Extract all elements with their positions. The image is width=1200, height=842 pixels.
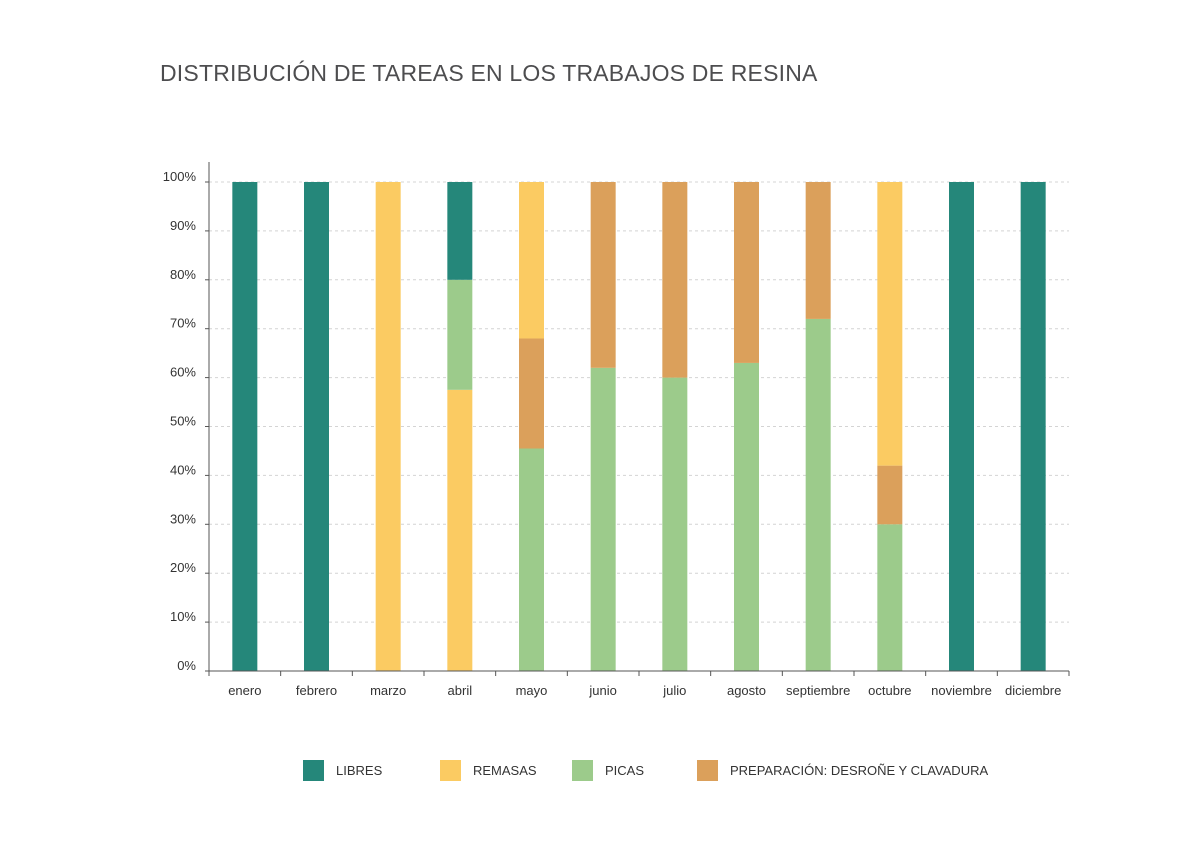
legend-label-preparacion: PREPARACIÓN: DESROÑE Y CLAVADURA: [730, 763, 989, 778]
bar-segment: [805, 318, 831, 671]
bar-segment: [877, 524, 903, 671]
bar-segment: [662, 182, 688, 378]
bar-segment: [949, 182, 974, 671]
bar-segment: [232, 182, 258, 671]
legend-swatch-picas: [572, 760, 593, 781]
x-tick-label: enero: [228, 683, 261, 698]
bars: [232, 182, 1046, 671]
bar-segment: [519, 182, 544, 339]
bar-segment: [734, 182, 759, 363]
bar-segment: [519, 448, 544, 671]
bar-segment: [590, 367, 616, 671]
bar-segment: [1020, 182, 1046, 671]
bar-segment: [590, 182, 616, 368]
x-tick-label: octubre: [868, 683, 911, 698]
y-tick-label: 100%: [163, 169, 197, 184]
bar-segment: [805, 182, 831, 319]
legend-swatch-libres: [303, 760, 324, 781]
legend-item-remasas: REMASAS: [440, 760, 537, 781]
x-tick-label: noviembre: [931, 683, 992, 698]
legend-label-picas: PICAS: [605, 763, 645, 778]
x-tick-label: abril: [448, 683, 473, 698]
y-tick-label: 40%: [170, 462, 196, 477]
legend-swatch-preparacion: [697, 760, 718, 781]
bar-segment: [304, 182, 329, 671]
bar-segment: [734, 362, 759, 671]
axes: [205, 162, 1070, 676]
x-tick-label: junio: [588, 683, 616, 698]
legend: LIBRES REMASAS PICAS PREPARACIÓN: DESROÑ…: [0, 760, 1200, 784]
y-tick-label: 0%: [177, 658, 196, 673]
bar-segment: [447, 389, 473, 671]
bar-segment: [877, 182, 903, 466]
bar-segment: [877, 465, 903, 525]
y-tick-label: 80%: [170, 267, 196, 282]
y-tick-label: 30%: [170, 511, 196, 526]
x-tick-label: agosto: [727, 683, 766, 698]
y-tick-label: 70%: [170, 316, 196, 331]
tick-labels: 0% 10% 20% 30% 40% 50% 60% 70% 80% 90% 100% enero fe…: [163, 169, 1062, 698]
y-tick-label: 10%: [170, 609, 196, 624]
chart-title: DISTRIBUCIÓN DE TAREAS EN LOS TRABAJOS D…: [160, 60, 818, 86]
legend-item-preparacion: PREPARACIÓN: DESROÑE Y CLAVADURA: [697, 760, 988, 781]
grid-lines: [209, 181, 1069, 623]
y-tick-label: 60%: [170, 365, 196, 380]
y-tick-label: 50%: [170, 414, 196, 429]
x-tick-label: mayo: [516, 683, 548, 698]
bar-segment: [519, 338, 544, 449]
bar-segment: [662, 377, 688, 671]
legend-swatch-remasas: [440, 760, 461, 781]
y-tick-label: 90%: [170, 218, 196, 233]
x-tick-label: marzo: [370, 683, 406, 698]
x-tick-label: febrero: [296, 683, 337, 698]
x-tick-label: septiembre: [786, 683, 850, 698]
y-tick-label: 20%: [170, 560, 196, 575]
x-tick-label: diciembre: [1005, 683, 1061, 698]
legend-item-picas: PICAS: [572, 760, 644, 781]
legend-item-libres: LIBRES: [303, 760, 382, 781]
legend-label-remasas: REMASAS: [473, 763, 537, 778]
bar-segment: [375, 182, 401, 671]
bar-segment: [447, 279, 473, 390]
bar-segment: [447, 182, 473, 280]
legend-label-libres: LIBRES: [336, 763, 383, 778]
x-tick-label: julio: [662, 683, 686, 698]
